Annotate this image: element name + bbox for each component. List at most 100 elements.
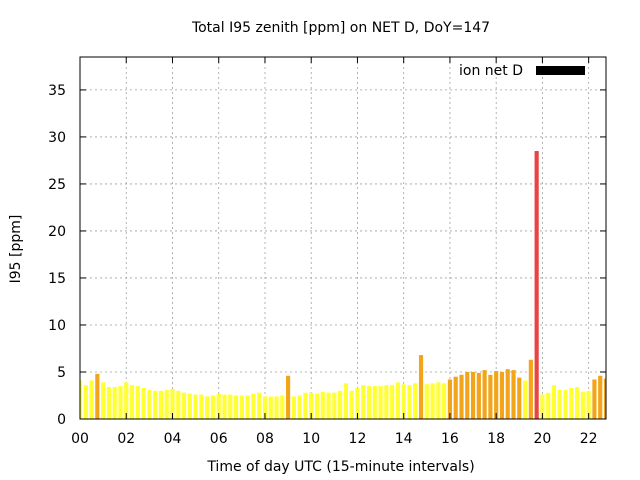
y-tick-label: 15 [48,271,66,287]
bar [164,389,169,419]
bar [459,374,464,419]
bar [436,382,441,419]
legend: ion net D [459,63,585,79]
bar [598,375,603,419]
x-tick-label: 14 [395,431,413,447]
bar [361,385,366,419]
bar [343,383,348,419]
bar [453,376,458,419]
bar [355,387,360,419]
y-tick-labels: 0 5 10 15 20 25 30 35 [48,83,66,428]
bar [476,372,481,419]
bar [268,396,273,419]
bar [592,379,597,419]
bar [257,392,262,419]
bar [233,395,239,419]
bar [395,382,400,419]
bar [205,396,210,419]
bar [505,369,510,419]
bar [239,395,244,419]
bar [517,377,522,419]
bar [274,396,279,419]
x-tick-label: 10 [302,431,320,447]
bar [141,387,146,419]
bar [470,371,476,419]
bar [187,393,192,419]
bar [158,390,164,419]
x-tick-label: 22 [580,431,598,447]
legend-label: ion net D [459,63,523,79]
bar [442,383,447,419]
grid-lines [80,57,606,419]
bar [124,382,129,419]
y-tick-label: 35 [48,83,66,99]
bar [424,384,429,419]
bar [569,387,574,419]
bar [499,371,505,419]
bar [112,387,117,419]
bar [176,390,181,419]
y-tick-label: 25 [48,177,66,193]
y-tick-label: 30 [48,130,66,146]
bar [314,393,320,419]
bar [118,386,123,419]
bar [540,394,545,419]
bar [332,392,337,419]
bar [551,385,557,419]
bar [522,380,528,419]
bar [245,395,250,419]
bar [80,380,83,419]
y-tick-label: 0 [57,412,66,428]
bar [83,385,88,419]
bar [222,394,227,419]
bar-series [80,151,606,419]
bar [147,389,152,419]
bar [129,385,135,419]
bar [135,386,140,419]
bar [557,389,562,419]
bar [430,383,435,419]
bar [297,395,302,419]
bar [286,375,291,419]
bar [101,382,106,419]
bar [528,359,533,419]
bar [407,385,412,419]
bar [603,378,606,419]
y-tick-label: 10 [48,318,66,334]
bar [181,392,187,419]
bar [580,391,585,419]
bar [372,386,377,419]
bar [494,371,499,419]
y-tick-label: 5 [57,365,66,381]
bar [511,370,516,419]
x-tick-label: 20 [534,431,552,447]
x-tick-label: 04 [164,431,182,447]
chart-title: Total I95 zenith [ppm] on NET D, DoY=147 [191,20,490,36]
bar [447,379,453,419]
bar [563,389,568,419]
x-axis-label: Time of day UTC (15-minute intervals) [206,459,474,475]
bar [465,371,470,419]
bar [401,384,406,419]
bar [251,393,256,419]
y-tick-label: 20 [48,224,66,240]
bar [546,392,551,419]
x-tick-label: 16 [441,431,459,447]
legend-swatch [536,66,585,75]
bar [349,390,354,419]
bar [153,390,158,419]
bar [575,387,580,419]
bar [534,151,539,419]
bar [228,394,233,419]
bar [418,355,424,419]
bar [309,392,314,419]
bar [193,394,198,419]
bar [199,394,204,419]
bar [384,385,389,419]
x-tick-label: 02 [117,431,135,447]
x-tick-label: 18 [487,431,505,447]
bar [586,390,591,419]
bar [280,395,285,419]
x-tick-label: 08 [256,431,274,447]
